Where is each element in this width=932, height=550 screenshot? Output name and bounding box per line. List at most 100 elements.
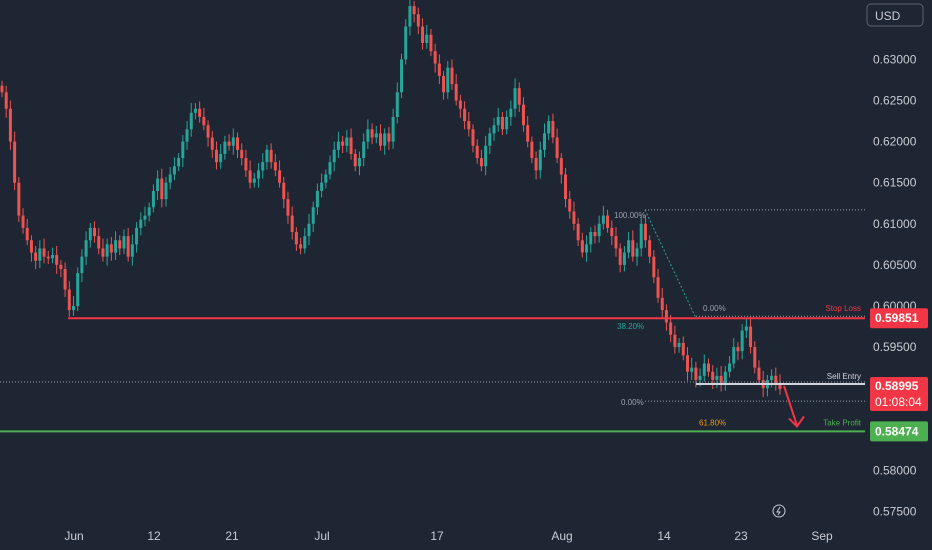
candle [475, 139, 479, 164]
candle [488, 127, 492, 154]
candle [286, 191, 290, 224]
candle [383, 128, 387, 155]
candle [160, 168, 164, 208]
candle [404, 19, 408, 65]
take-profit-price-tag: 0.58474 [870, 421, 928, 442]
candle [513, 78, 517, 117]
fib-0-bottom-label: 0.00% [621, 398, 644, 407]
candle [564, 167, 568, 208]
candle [38, 240, 42, 269]
candle [172, 157, 176, 181]
candle [177, 153, 181, 172]
candle [139, 212, 143, 236]
candle [135, 222, 139, 253]
price-tick-label: 0.57500 [873, 504, 917, 518]
candle [639, 216, 643, 257]
candle [458, 94, 462, 118]
currency-label-box[interactable]: USD [866, 3, 924, 27]
candle [130, 234, 134, 266]
candle [732, 338, 736, 369]
candle [496, 107, 500, 132]
candle [193, 102, 197, 120]
candle [307, 213, 311, 246]
candle [114, 231, 118, 260]
candle [294, 227, 298, 251]
candle [681, 336, 685, 361]
candle [357, 151, 361, 176]
candle [694, 361, 698, 388]
candle [471, 124, 475, 153]
candle [391, 108, 395, 150]
candle [109, 236, 113, 261]
sell-entry-label: Sell Entry [827, 372, 861, 381]
price-tick-label: 0.62000 [873, 135, 917, 149]
candle [673, 325, 677, 354]
candle [257, 162, 261, 188]
candle [652, 250, 656, 283]
candle [25, 218, 29, 246]
time-axis[interactable]: Jun 12 21 Jul 17 Aug 14 23 Sep [64, 529, 833, 543]
candle [690, 357, 694, 380]
candle [433, 43, 437, 73]
candle [311, 201, 315, 233]
price-tick-label: 0.61500 [873, 176, 917, 190]
candle [736, 342, 740, 361]
candle [50, 247, 54, 264]
take-profit-price-text: 0.58474 [875, 424, 919, 438]
time-tick-label: 12 [147, 529, 161, 543]
candle [622, 245, 626, 272]
candle [118, 235, 122, 256]
price-tick-label: 0.61000 [873, 217, 917, 231]
candle [774, 367, 778, 391]
candle [551, 113, 555, 144]
candle [719, 365, 723, 392]
candle [55, 245, 59, 274]
time-tick-label: 21 [225, 529, 239, 543]
candle [269, 143, 273, 169]
candle [669, 315, 673, 343]
candle [349, 128, 353, 160]
candlestick-series [0, 0, 782, 398]
candle [8, 100, 12, 150]
take-profit-label: Take Profit [823, 418, 862, 427]
candle [76, 267, 80, 311]
lightning-icon[interactable] [772, 504, 786, 518]
candle [500, 112, 504, 136]
currency-label: USD [875, 9, 901, 23]
candle [601, 205, 605, 230]
candle [589, 227, 593, 253]
candle [723, 365, 727, 391]
candle [728, 356, 732, 378]
candle [34, 245, 38, 269]
candle [80, 249, 84, 283]
candle [248, 160, 252, 189]
candle [227, 134, 231, 151]
candle [282, 176, 286, 209]
time-tick-label: Jun [64, 529, 83, 543]
current-price-tag: 0.58995 01:08:04 [870, 376, 928, 411]
candle [223, 135, 227, 160]
candle [526, 116, 530, 148]
candle [429, 29, 433, 57]
time-tick-label: 17 [430, 529, 444, 543]
candle [88, 222, 92, 248]
candle [219, 144, 223, 169]
candle [387, 126, 391, 150]
price-tick-label: 0.62500 [873, 94, 917, 108]
time-tick-label: 14 [657, 529, 671, 543]
price-tick-label: 0.63000 [873, 52, 917, 66]
candle [585, 235, 589, 262]
candle [749, 316, 753, 354]
current-price-text: 0.58995 [875, 379, 919, 393]
candle [757, 360, 761, 385]
candle [412, 1, 416, 23]
stop-loss-price-text: 0.59851 [875, 311, 919, 325]
candle [278, 160, 282, 188]
candle [231, 128, 235, 155]
candle [395, 82, 399, 124]
candle [509, 100, 513, 126]
candle [320, 173, 324, 198]
candle [656, 269, 660, 303]
